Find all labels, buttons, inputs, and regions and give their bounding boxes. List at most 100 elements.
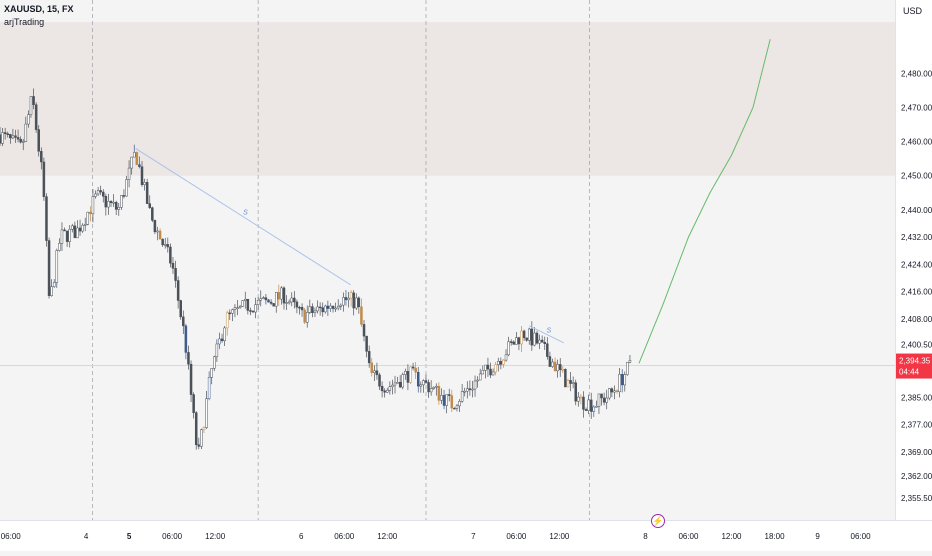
candle-body (589, 399, 593, 412)
candle-body (47, 240, 51, 296)
candle-body (58, 243, 61, 251)
candle-body (305, 312, 309, 323)
time-axis[interactable]: 06:00 4 5 06:00 12:00 6 06:00 12:00 7 06:00 12:00 8… (0, 520, 932, 551)
price-tick-label: 2,385.00 (901, 393, 932, 402)
candle-body (21, 141, 25, 143)
candle-body (83, 224, 87, 226)
projection-line (638, 39, 771, 364)
candle-body (29, 96, 33, 115)
candle-body (264, 297, 268, 301)
candle-body (138, 164, 141, 167)
candle-body (223, 327, 226, 342)
lightning-icon[interactable]: ⚡ (651, 514, 665, 528)
candle-body (347, 297, 350, 301)
candle-body (176, 280, 180, 301)
candle-body (497, 361, 500, 365)
price-tick-label: 2,460.00 (901, 138, 932, 147)
candle-body (486, 364, 490, 370)
candle-body (27, 114, 30, 125)
price-axis[interactable]: 2,480.00 2,470.00 2,460.00 2,450.00 2,440.00… (895, 0, 932, 520)
candle-body (535, 332, 539, 344)
candle-body (543, 342, 546, 344)
candle-body (388, 386, 392, 391)
candle-body (626, 362, 629, 375)
candle-body (574, 382, 577, 402)
candle-body (406, 371, 410, 383)
candle-body (352, 292, 355, 309)
candle-body (561, 369, 565, 371)
candle-body (349, 292, 353, 299)
trendline-marker: S (546, 327, 551, 334)
candle-body (187, 352, 190, 365)
candle-body (326, 305, 330, 309)
currency-label[interactable]: USD (903, 6, 923, 16)
candle-body (540, 339, 544, 343)
candle-body (517, 337, 521, 345)
candle-body (558, 364, 562, 370)
candle-body (502, 359, 505, 365)
candle-body (512, 341, 516, 345)
candle-body (553, 361, 557, 372)
candle-body (455, 405, 459, 409)
candle-body (122, 195, 126, 197)
candle-body (321, 307, 324, 313)
candle-body (233, 307, 237, 310)
candle-body (259, 298, 263, 301)
price-tick-label: 2,355.50 (901, 494, 932, 503)
candle-body (427, 382, 430, 393)
candle-body (515, 337, 518, 345)
candle-body (391, 384, 394, 387)
candle-body (582, 396, 585, 410)
candle-body (324, 305, 327, 313)
candle-body (86, 211, 90, 225)
candle-body (440, 395, 443, 401)
candle-body (125, 179, 128, 197)
candle-body (416, 371, 420, 387)
candle-body (303, 309, 306, 323)
price-tick-label: 2,362.00 (901, 472, 932, 481)
candle-body (311, 306, 314, 313)
candle-body (89, 211, 92, 215)
candle-body (600, 393, 603, 399)
trendline (529, 325, 564, 344)
candle-body (316, 306, 319, 312)
candle-body (610, 388, 614, 393)
candle-body (435, 385, 438, 388)
candle-body (169, 246, 172, 264)
candle-body (419, 384, 423, 387)
candle-body (6, 133, 9, 135)
candle-body (375, 370, 379, 376)
candle-body (414, 367, 417, 373)
candle-body (37, 129, 40, 152)
candle-body (628, 360, 632, 363)
candle-body (564, 369, 567, 388)
candle-body (287, 301, 291, 304)
candle-body (102, 191, 105, 197)
candle-body (329, 305, 332, 309)
time-tick-label: 8 (643, 532, 648, 541)
candle-body (476, 379, 479, 382)
price-chart[interactable]: SS (0, 0, 895, 520)
indicator-name[interactable]: arjTrading (4, 17, 45, 27)
candle-body (571, 382, 575, 384)
candle-body (246, 298, 250, 311)
candle-body (120, 195, 123, 208)
candle-body (595, 406, 598, 408)
candle-body (50, 286, 53, 296)
candle-body (200, 429, 203, 447)
time-tick-label: 4 (84, 532, 89, 541)
candle-body (342, 297, 345, 306)
candle-body (357, 297, 361, 308)
time-tick-label: 6 (299, 532, 304, 541)
candle-body (409, 366, 412, 383)
candle-body (220, 338, 224, 342)
candle-body (99, 190, 102, 193)
candle-body (460, 391, 464, 402)
candle-body (520, 330, 523, 345)
candle-body (171, 262, 175, 269)
current-price-label: 2,394.35 (899, 357, 931, 366)
candle-body (618, 374, 621, 393)
symbol-title[interactable]: XAUUSD, 15, FX (4, 4, 74, 14)
candle-body (225, 312, 229, 329)
